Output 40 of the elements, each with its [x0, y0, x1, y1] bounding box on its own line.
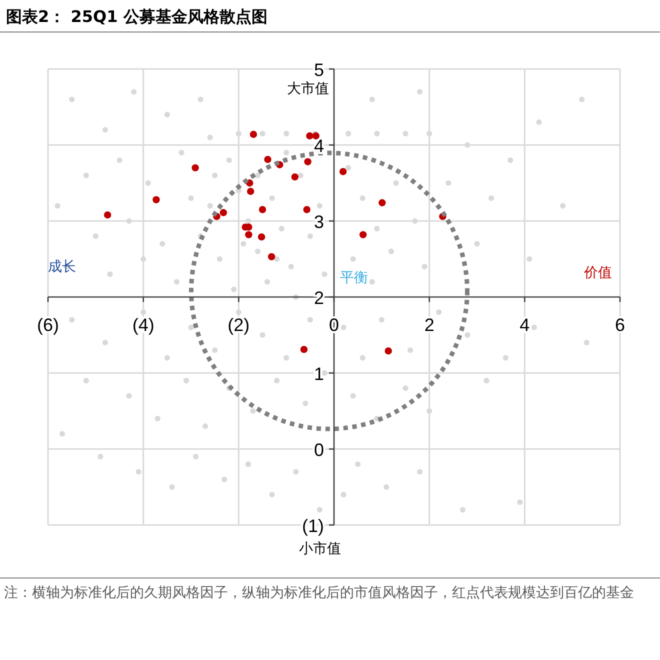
- point: [359, 231, 367, 238]
- point: [220, 209, 228, 216]
- x-tick-label: 2: [424, 315, 434, 335]
- point: [246, 188, 254, 195]
- text: 注：横轴为标准化后的久期风格因子，纵轴为标准化后的市值风格因子，红点代表规模达到百亿的基金: [4, 584, 635, 603]
- y-tick-label: 3: [314, 212, 324, 232]
- point: [104, 211, 112, 219]
- annotation: 平衡: [340, 270, 368, 286]
- point: [152, 196, 160, 204]
- point: [339, 168, 347, 176]
- point: [378, 199, 386, 206]
- point: [291, 173, 299, 181]
- x-tick-label: 4: [520, 315, 530, 335]
- point: [192, 164, 199, 172]
- annotation: 成长: [48, 259, 76, 275]
- chart-title: 图表2： 25Q1 公募基金风格散点图: [6, 7, 268, 26]
- y-tick-label: 0: [314, 440, 324, 460]
- annotation: 价值: [583, 265, 612, 281]
- point: [312, 132, 320, 140]
- y-tick-label: (1): [302, 516, 324, 536]
- point: [264, 156, 272, 164]
- point: [250, 130, 258, 138]
- point: [384, 347, 392, 355]
- point: [245, 231, 252, 238]
- x-tick-label: (2): [228, 315, 250, 335]
- point: [304, 158, 312, 166]
- y-tick-label: 5: [314, 60, 324, 80]
- point: [258, 206, 266, 214]
- point: [258, 233, 266, 241]
- text: 小市值: [299, 541, 341, 557]
- y-tick-label: 4: [314, 136, 324, 156]
- point: [306, 132, 314, 140]
- point: [303, 206, 310, 214]
- x-tick-label: (6): [37, 315, 59, 335]
- point: [300, 346, 308, 354]
- y-tick-label: 1: [314, 364, 324, 384]
- x-tick-label: (4): [132, 315, 154, 335]
- x-tick-label: 6: [614, 315, 626, 335]
- point: [268, 253, 276, 260]
- annotation: 大市值: [287, 81, 329, 97]
